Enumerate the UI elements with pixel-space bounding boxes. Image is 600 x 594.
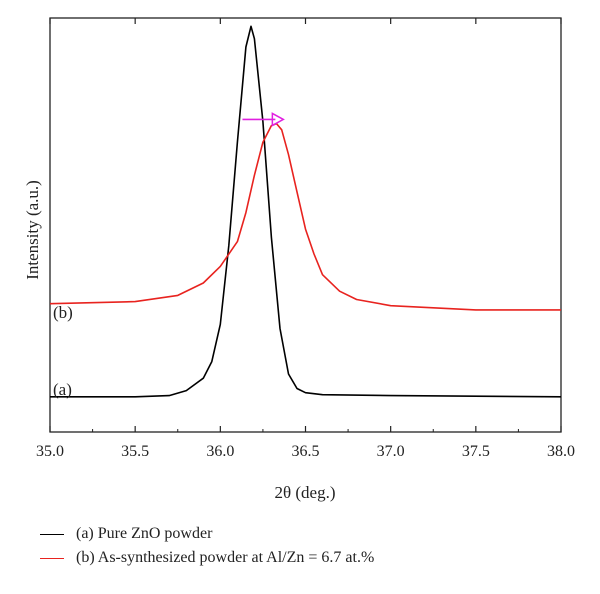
x-tick-label-3: 36.5 — [292, 443, 320, 460]
legend: (a) Pure ZnO powder (b) As-synthesized p… — [40, 522, 374, 570]
series-line-a — [50, 25, 562, 398]
series-line-b — [49, 122, 561, 311]
x-tick-label-6: 38.0 — [547, 443, 575, 460]
series-a-label: (a) — [53, 380, 72, 399]
shift-arrow-head — [271, 112, 285, 127]
legend-label-a: (a) Pure ZnO powder — [76, 525, 213, 542]
x-tick-label-5: 37.5 — [462, 443, 490, 460]
legend-label-b: (b) As-synthesized powder at Al/Zn = 6.7… — [76, 549, 375, 566]
plot-area: 35.0 35.5 36.0 36.5 37.0 37.5 38.0 — [36, 17, 575, 460]
legend-item-a: (a) Pure ZnO powder — [40, 522, 374, 546]
legend-swatch-b — [40, 557, 64, 559]
x-tick-label-0: 35.0 — [36, 443, 64, 460]
legend-item-b: (b) As-synthesized powder at Al/Zn = 6.7… — [40, 546, 374, 570]
x-axis-label: 2θ (deg.) — [274, 483, 335, 502]
plot-frame — [49, 17, 562, 433]
legend-swatch-a — [40, 533, 64, 535]
x-tick-label-4: 37.0 — [377, 443, 405, 460]
series-b-label: (b) — [53, 303, 73, 322]
y-axis-label: Intensity (a.u.) — [23, 180, 42, 280]
x-tick-label-1: 35.5 — [121, 443, 149, 460]
x-tick-label-2: 36.0 — [206, 443, 234, 460]
